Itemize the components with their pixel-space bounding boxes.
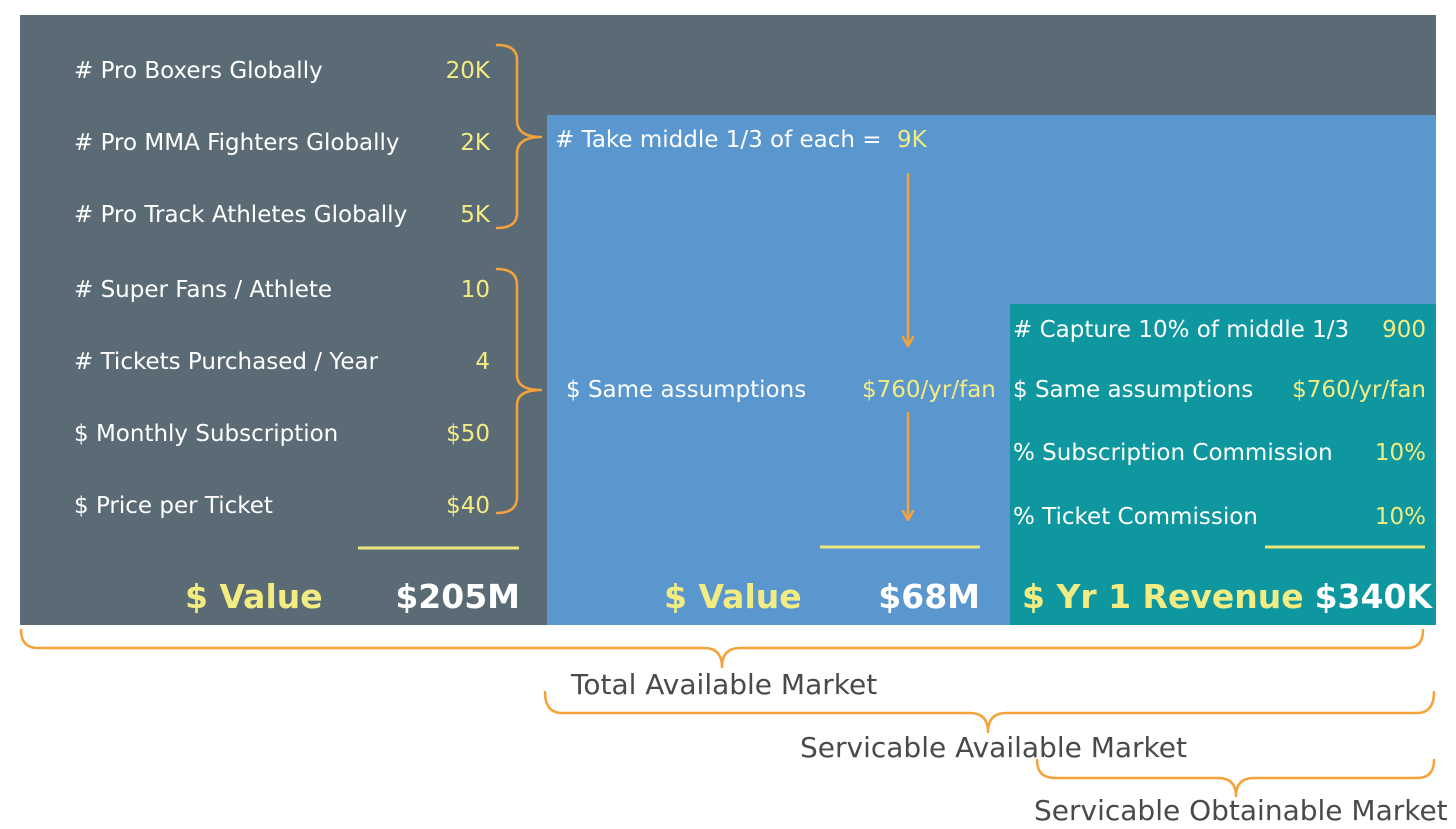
sam-same-assumptions-value: $760/yr/fan	[862, 377, 996, 403]
tam-row-label: # Pro Boxers Globally	[74, 58, 323, 84]
som-row-label: $ Same assumptions	[1013, 377, 1254, 403]
tam-row-value: $50	[446, 421, 490, 447]
tam-row-label: $ Monthly Subscription	[74, 421, 339, 447]
tam-row-label: # Pro Track Athletes Globally	[74, 202, 408, 228]
tam-total-label: $ Value	[185, 577, 323, 616]
tam-row-label: $ Price per Ticket	[74, 493, 273, 519]
som-market-label: Servicable Obtainable Market	[1034, 794, 1448, 827]
som-brace	[1035, 758, 1436, 798]
som-row-label: % Ticket Commission	[1013, 504, 1258, 530]
tam-row-value: 20K	[445, 58, 490, 84]
tam-row-value: 10	[460, 277, 490, 303]
sam-take-label: # Take middle 1/3 of each =	[555, 127, 882, 153]
tam-row-label: # Pro MMA Fighters Globally	[74, 130, 400, 156]
som-panel	[1010, 304, 1436, 625]
som-total-label: $ Yr 1 Revenue	[1022, 577, 1304, 616]
tam-row-value: 4	[475, 349, 490, 375]
tam-row-label: # Super Fans / Athlete	[74, 277, 333, 303]
som-row-value: 10%	[1374, 440, 1426, 466]
som-row-label: % Subscription Commission	[1013, 440, 1333, 466]
sam-total-label: $ Value	[664, 577, 802, 616]
assumptions-brace	[495, 267, 543, 515]
som-row-value: 10%	[1374, 504, 1426, 530]
sam-total-value: $68M	[878, 577, 980, 616]
sam-take-value: 9K	[897, 127, 927, 153]
som-row-label: # Capture 10% of middle 1/3	[1013, 317, 1350, 343]
som-row-value: 900	[1382, 317, 1426, 343]
som-row-value: $760/yr/fan	[1292, 377, 1426, 403]
tam-brace	[19, 628, 1425, 669]
tam-total-value: $205M	[395, 577, 520, 616]
sam-same-assumptions-label: $ Same assumptions	[566, 377, 807, 403]
sam-market-label: Servicable Available Market	[800, 731, 1187, 764]
athletes-brace	[495, 43, 543, 230]
tam-row-value: 5K	[460, 202, 490, 228]
tam-row-value: $40	[446, 493, 490, 519]
tam-row-label: # Tickets Purchased / Year	[74, 349, 379, 375]
tam-row-value: 2K	[460, 130, 490, 156]
sam-brace	[543, 690, 1436, 734]
tam-market-label: Total Available Market	[571, 668, 878, 701]
som-total-value: $340K	[1314, 577, 1432, 616]
